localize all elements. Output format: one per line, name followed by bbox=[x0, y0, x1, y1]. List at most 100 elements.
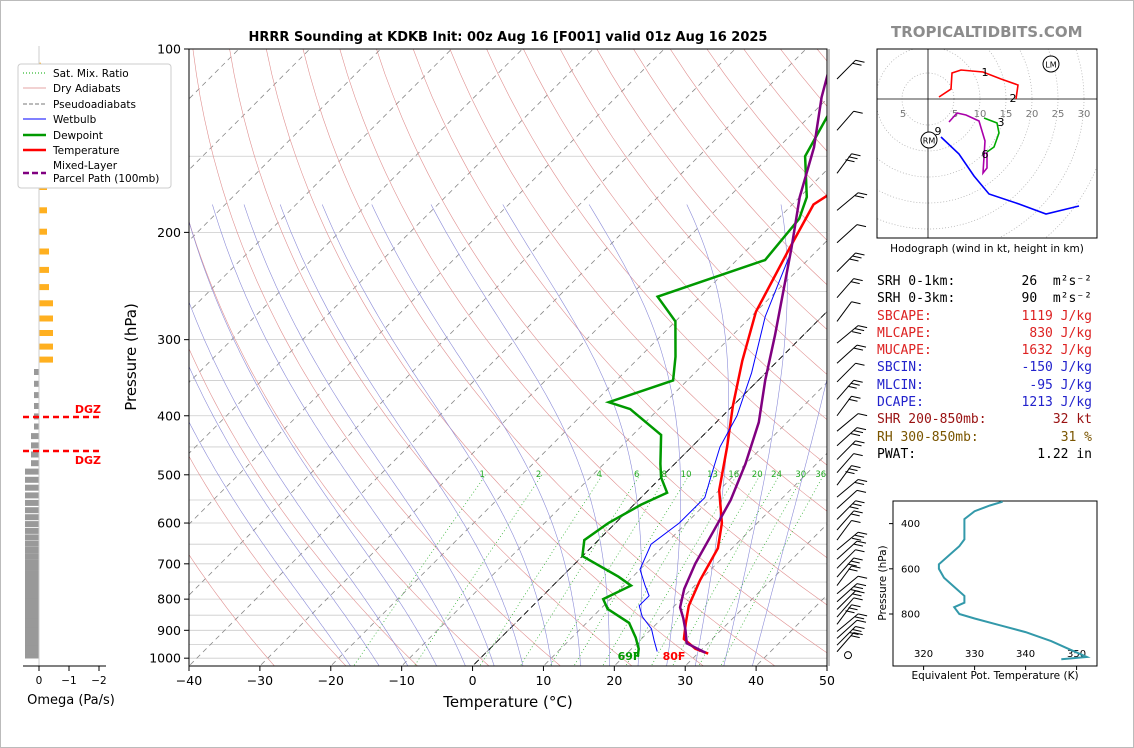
stat-label: SRH 0-1km: bbox=[877, 274, 956, 289]
wind-barb bbox=[836, 626, 865, 646]
omega-tick-label: 0 bbox=[36, 675, 43, 687]
mixing-ratio-line bbox=[519, 474, 641, 666]
dry-adiabat bbox=[189, 220, 490, 666]
left-mover-marker bbox=[1042, 55, 1060, 73]
wind-barb bbox=[836, 344, 867, 364]
theta-e-y-tick-label: 800 bbox=[901, 610, 920, 621]
omega-bar bbox=[25, 514, 39, 521]
hodograph-height-label: 6 bbox=[982, 148, 989, 161]
x-tick-label: −30 bbox=[247, 673, 273, 688]
omega-bar bbox=[34, 369, 39, 375]
x-tick-label: 50 bbox=[819, 673, 835, 688]
y-tick-label: 200 bbox=[157, 225, 181, 240]
omega-bar bbox=[25, 626, 39, 633]
dry-adiabat bbox=[229, 49, 633, 666]
stat-row: RH 300-850mb: 31 % bbox=[877, 429, 1092, 446]
mixing-ratio-line bbox=[549, 474, 668, 666]
omega-bar bbox=[39, 330, 53, 336]
x-tick-label: −40 bbox=[176, 673, 202, 688]
mixing-ratio-line bbox=[720, 474, 825, 666]
omega-bar bbox=[34, 423, 39, 430]
wind-barb bbox=[836, 557, 863, 578]
wind-barb bbox=[836, 465, 861, 486]
omega-bar bbox=[25, 534, 39, 541]
dry-adiabat bbox=[189, 455, 347, 666]
legend-entry-wetbulb: Wetbulb bbox=[53, 114, 97, 126]
mixing-ratio-line bbox=[672, 474, 780, 666]
wind-barb bbox=[836, 489, 867, 509]
omega-bar bbox=[31, 451, 39, 458]
theta-e-x-tick-label: 320 bbox=[914, 649, 933, 660]
theta-e-frame bbox=[892, 500, 1098, 667]
stat-row: SBCIN: -150 J/kg bbox=[877, 359, 1092, 376]
stat-value: -150 J/kg bbox=[1021, 360, 1092, 376]
y-tick-label: 600 bbox=[157, 516, 181, 531]
hodograph-ring-label: 20 bbox=[1026, 109, 1039, 120]
omega-bar bbox=[39, 207, 47, 214]
omega-bar bbox=[25, 631, 39, 637]
dry-adiabat bbox=[192, 49, 561, 666]
watermark: TROPICALTIDBITS.COM bbox=[891, 23, 1083, 41]
omega-bar bbox=[25, 492, 39, 499]
legend-entry-pseudo: Pseudoadiabats bbox=[53, 99, 136, 111]
wind-barb bbox=[836, 379, 863, 400]
mixing-ratio-line bbox=[698, 474, 805, 666]
hodograph-trace-1-3km bbox=[983, 117, 1000, 153]
omega-bar bbox=[39, 266, 49, 273]
omega-bar bbox=[39, 356, 53, 363]
hodograph-trace-0-1km bbox=[938, 69, 1019, 100]
stat-label: PWAT: bbox=[877, 446, 917, 462]
stat-row: SHR 200-850mb: 32 kt bbox=[877, 411, 1092, 428]
hodograph-height-label: 2 bbox=[1010, 92, 1017, 105]
pseudoadiabat bbox=[189, 421, 351, 666]
isotherm bbox=[330, 169, 827, 666]
wind-barb bbox=[836, 540, 867, 560]
stat-row: MLCIN: -95 J/kg bbox=[877, 377, 1092, 394]
dgz-top-label: DGZ bbox=[75, 403, 101, 416]
dry-adiabat bbox=[266, 49, 704, 666]
omega-bar bbox=[25, 547, 39, 553]
pseudoadiabat bbox=[723, 204, 788, 666]
stat-value: 26 m²s⁻² bbox=[1021, 274, 1092, 289]
omega-bar bbox=[25, 521, 39, 528]
hodograph-ring-label: 15 bbox=[1000, 109, 1013, 120]
hodograph-ring bbox=[877, 49, 1059, 230]
x-tick-label: 40 bbox=[748, 673, 764, 688]
dgz-bottom-label: DGZ bbox=[75, 454, 101, 467]
dry-adiabat bbox=[633, 49, 827, 286]
stat-value: 1.22 in bbox=[1037, 446, 1092, 462]
mixing-ratio-line bbox=[602, 474, 716, 666]
mixing-ratio-label: 8 bbox=[661, 470, 666, 480]
mixing-ratio-line bbox=[479, 474, 603, 666]
hodograph-ring-label: 5 bbox=[900, 109, 906, 120]
stat-value: 31 % bbox=[1060, 429, 1092, 445]
theta-e-x-tick-label: 340 bbox=[1016, 649, 1035, 660]
mixing-ratio-label: 16 bbox=[728, 470, 739, 480]
isotherm bbox=[471, 310, 827, 666]
dry-adiabat bbox=[706, 49, 827, 197]
stat-value: 1213 J/kg bbox=[1021, 395, 1092, 411]
wind-barb bbox=[836, 110, 863, 131]
y-axis-label: Pressure (hPa) bbox=[122, 303, 140, 411]
hodograph-frame bbox=[876, 48, 1098, 239]
wind-barb bbox=[836, 604, 861, 625]
dry-adiabat bbox=[559, 49, 827, 375]
omega-bar bbox=[25, 644, 39, 651]
stat-label: RH 300-850mb: bbox=[877, 429, 979, 445]
wind-barb bbox=[836, 301, 861, 322]
omega-bar bbox=[25, 476, 39, 483]
wind-barb bbox=[836, 565, 861, 586]
stat-label: SBCAPE: bbox=[877, 308, 932, 324]
right-mover-marker bbox=[920, 131, 938, 149]
stat-value: -95 J/kg bbox=[1029, 377, 1092, 393]
omega-bar bbox=[39, 248, 49, 255]
wind-barb bbox=[836, 632, 863, 653]
y-tick-label: 300 bbox=[157, 332, 181, 347]
wind-barb bbox=[836, 549, 865, 569]
omega-bar bbox=[25, 540, 39, 547]
omega-bar bbox=[25, 581, 39, 588]
y-tick-label: 700 bbox=[157, 556, 181, 571]
hodograph-ring bbox=[998, 49, 1085, 238]
mixing-ratio-label: 4 bbox=[596, 470, 601, 480]
omega-bar bbox=[25, 652, 39, 659]
